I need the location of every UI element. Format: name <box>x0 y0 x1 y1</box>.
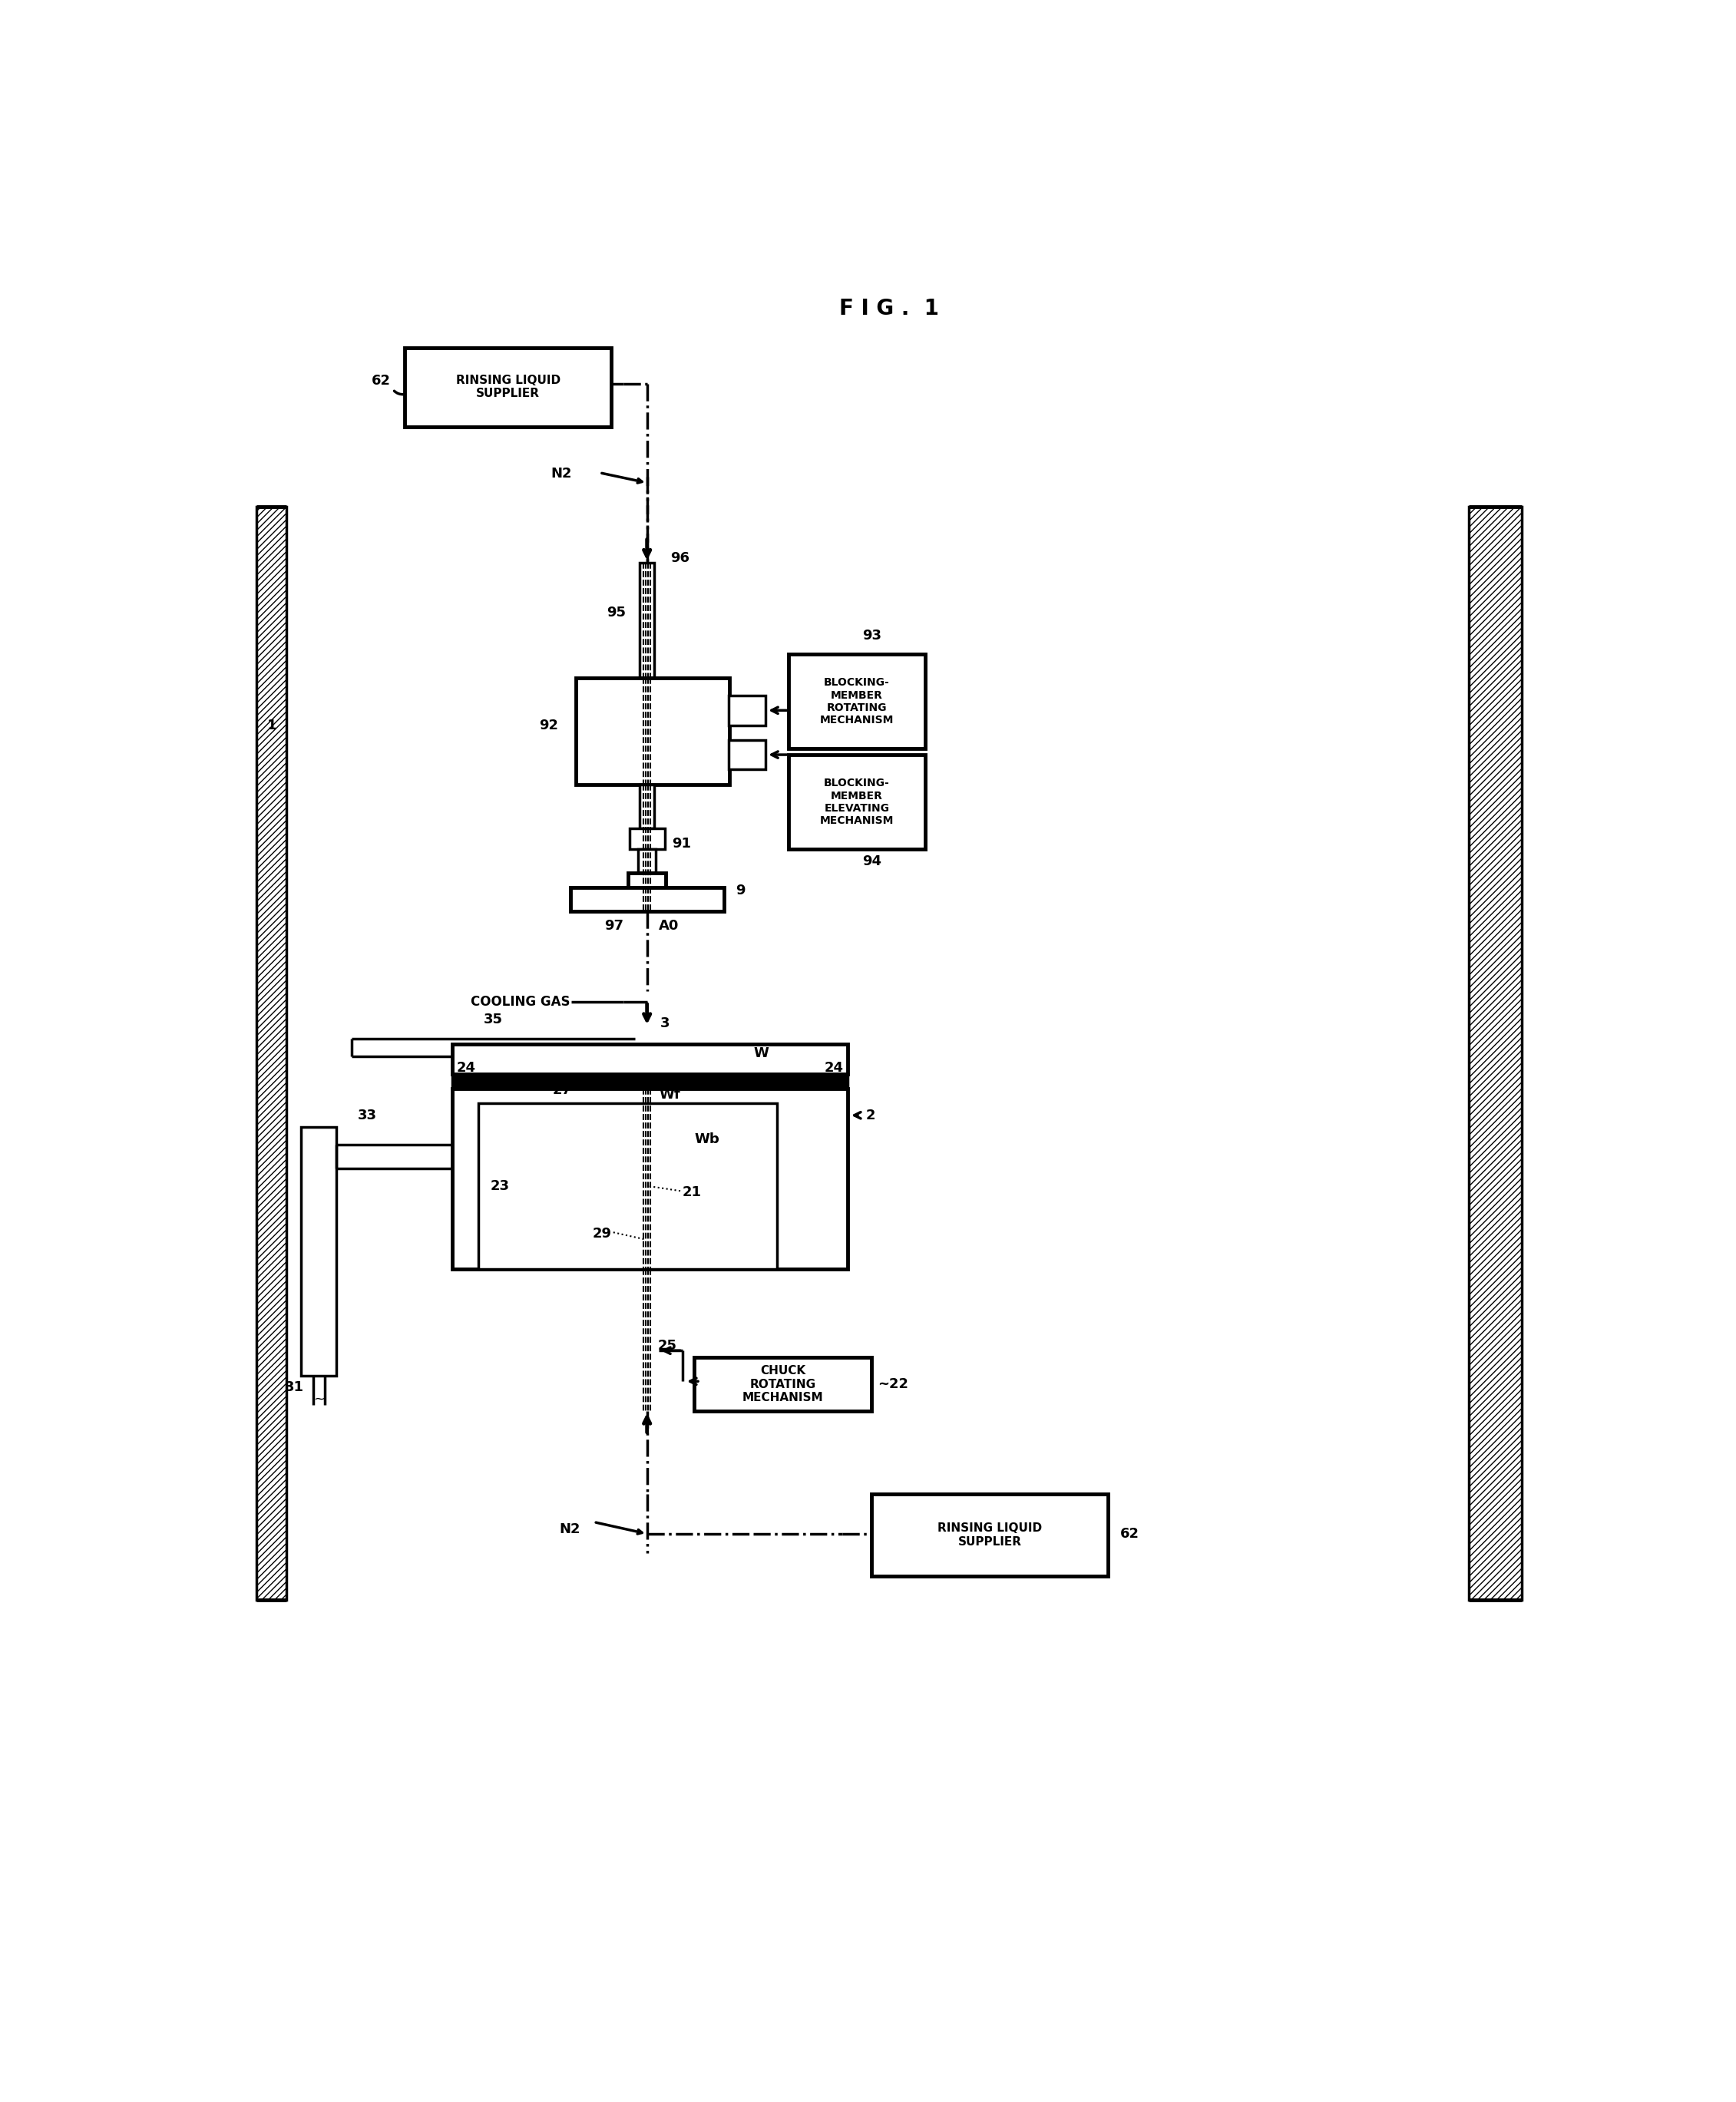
Text: 93: 93 <box>863 628 882 643</box>
Text: W: W <box>753 1047 769 1059</box>
Bar <box>788 654 925 748</box>
Text: F I G .  1: F I G . 1 <box>840 298 939 320</box>
Text: 21: 21 <box>682 1186 701 1198</box>
Bar <box>641 784 654 828</box>
Text: 24: 24 <box>825 1062 844 1074</box>
Bar <box>1469 507 1522 1600</box>
Text: 62: 62 <box>372 374 391 389</box>
Text: 2: 2 <box>866 1108 875 1122</box>
Bar <box>479 1104 778 1270</box>
Text: RINSING LIQUID
SUPPLIER: RINSING LIQUID SUPPLIER <box>457 374 561 399</box>
Text: 25: 25 <box>658 1339 677 1354</box>
Text: 92: 92 <box>540 719 559 731</box>
Bar <box>404 349 611 427</box>
Text: COOLING GAS: COOLING GAS <box>470 994 569 1009</box>
Text: 27: 27 <box>552 1083 571 1097</box>
Bar <box>628 872 667 887</box>
Text: 96: 96 <box>670 551 689 565</box>
Text: A0: A0 <box>660 919 679 933</box>
Bar <box>639 849 656 872</box>
Text: BLOCKING-
MEMBER
ELEVATING
MECHANISM: BLOCKING- MEMBER ELEVATING MECHANISM <box>819 778 894 826</box>
Text: Wf: Wf <box>660 1087 681 1101</box>
Bar <box>694 1358 871 1410</box>
Bar <box>576 677 729 784</box>
Text: BLOCKING-
MEMBER
ROTATING
MECHANISM: BLOCKING- MEMBER ROTATING MECHANISM <box>819 677 894 725</box>
Text: 1: 1 <box>267 719 276 731</box>
Bar <box>641 563 654 677</box>
Text: RINSING LIQUID
SUPPLIER: RINSING LIQUID SUPPLIER <box>937 1522 1042 1547</box>
Bar <box>300 1127 337 1375</box>
Text: 24: 24 <box>457 1062 476 1074</box>
Bar <box>788 755 925 849</box>
Text: 3: 3 <box>660 1017 670 1030</box>
Bar <box>729 740 766 769</box>
Text: N2: N2 <box>559 1522 582 1537</box>
Text: 97: 97 <box>604 919 623 933</box>
Bar <box>729 696 766 725</box>
Text: 62: 62 <box>1120 1526 1139 1541</box>
Text: 31: 31 <box>285 1381 304 1394</box>
Text: ~22: ~22 <box>878 1377 908 1392</box>
Text: 9: 9 <box>736 883 745 898</box>
Bar <box>628 828 665 849</box>
Text: 35: 35 <box>484 1013 503 1026</box>
Text: 29: 29 <box>592 1228 611 1240</box>
Text: N2: N2 <box>550 467 571 481</box>
Bar <box>257 507 286 1600</box>
Text: 33: 33 <box>358 1108 377 1122</box>
Bar <box>451 1089 847 1270</box>
Text: 23: 23 <box>490 1179 510 1194</box>
Bar <box>871 1495 1108 1576</box>
Text: ~: ~ <box>312 1392 325 1406</box>
Text: 95: 95 <box>606 605 625 620</box>
Bar <box>569 887 724 912</box>
Bar <box>451 1074 847 1089</box>
Text: 91: 91 <box>672 837 691 851</box>
Text: 94: 94 <box>863 853 882 868</box>
Text: Wb: Wb <box>694 1133 719 1146</box>
Text: CHUCK
ROTATING
MECHANISM: CHUCK ROTATING MECHANISM <box>743 1364 823 1404</box>
Bar <box>451 1045 847 1074</box>
